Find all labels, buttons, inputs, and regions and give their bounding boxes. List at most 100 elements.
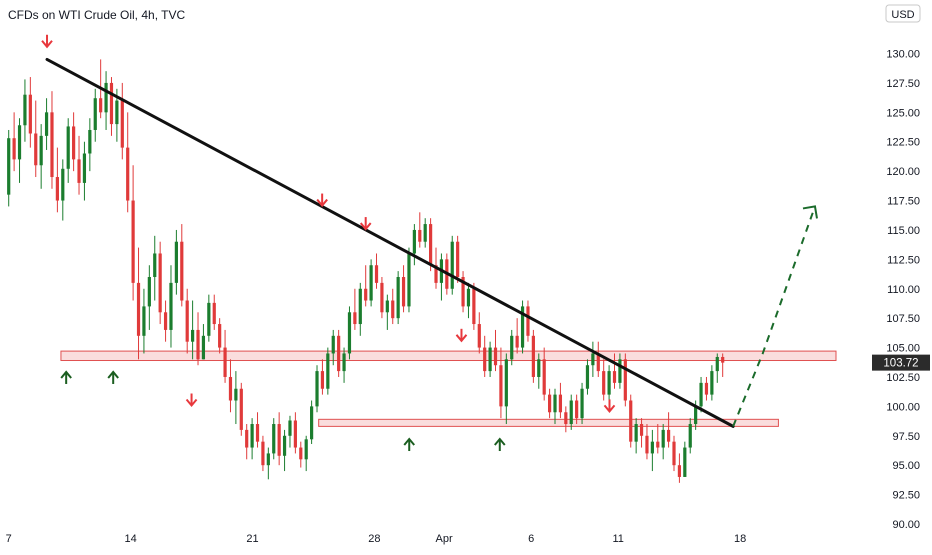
- candle-body: [320, 371, 325, 389]
- arrow-head: [494, 437, 506, 446]
- candle-body: [34, 133, 38, 166]
- projection-path: [732, 206, 816, 427]
- candle-body: [185, 300, 189, 342]
- candle-body: [661, 429, 665, 448]
- candle-body: [396, 277, 400, 319]
- candle-body: [666, 429, 671, 442]
- x-tick-label: 11: [612, 533, 623, 545]
- candle-body: [677, 465, 682, 477]
- projection-arrowhead: [802, 205, 818, 219]
- y-tick-label: 120.00: [886, 166, 920, 178]
- x-tick-label: 14: [124, 533, 136, 545]
- candle-body: [39, 135, 43, 166]
- arrow-head: [455, 334, 468, 343]
- candle-body: [23, 94, 27, 126]
- candle-body: [429, 224, 433, 266]
- swing-high-marker: [359, 217, 372, 231]
- candle-body: [466, 288, 471, 307]
- candle-body: [223, 347, 227, 377]
- arrow-head: [185, 398, 198, 408]
- candle-body: [607, 371, 611, 395]
- candle-body: [239, 388, 243, 430]
- y-tick-label: 90.00: [892, 519, 920, 531]
- swing-low-marker: [403, 437, 416, 452]
- candle-body: [196, 329, 200, 360]
- currency-badge-bg: [885, 4, 921, 23]
- candle-body: [650, 441, 654, 454]
- candle-body: [699, 382, 703, 407]
- resistance-zone: [60, 350, 837, 362]
- swing-high-marker: [455, 328, 468, 343]
- y-tick-label: 112.50: [887, 254, 920, 266]
- candle-body: [142, 306, 146, 336]
- candle-body: [153, 253, 157, 277]
- candle-body: [488, 347, 492, 372]
- candle-body: [77, 159, 81, 183]
- candle-body: [477, 324, 481, 348]
- chart-title: CFDs on WTI Crude Oil, 4h, TVC: [8, 8, 185, 22]
- y-tick-label: 107.50: [886, 313, 920, 325]
- axes: 90.00 92.50 95.00 97.50 100.00 102.50 105.00 10…: [6, 49, 930, 545]
- candle-body: [147, 277, 151, 307]
- x-tick-label: 6: [528, 533, 534, 545]
- descending-trendline: [45, 57, 735, 428]
- arrow-head: [603, 404, 616, 413]
- candle-body: [337, 335, 341, 372]
- y-tick-label: 117.50: [887, 196, 920, 208]
- x-tick-label: Apr: [435, 533, 452, 545]
- y-tick-label: 97.50: [892, 431, 920, 443]
- candle-body: [277, 424, 281, 456]
- zones: [60, 350, 837, 427]
- candle-body: [629, 400, 633, 442]
- currency-label[interactable]: USD: [891, 9, 914, 21]
- y-tick-label: 127.50: [886, 78, 920, 90]
- candle-body: [304, 439, 308, 460]
- candle-body: [12, 138, 16, 160]
- candle-body: [245, 429, 249, 448]
- candle-body: [683, 447, 687, 477]
- candles: [7, 59, 725, 483]
- candle-body: [618, 359, 622, 383]
- candle-body: [55, 177, 59, 201]
- candle-body: [28, 94, 32, 134]
- candle-body: [694, 406, 698, 425]
- candle-body: [61, 168, 65, 201]
- arrow-head: [403, 437, 416, 446]
- swing-high-marker: [316, 193, 328, 208]
- candle-body: [342, 353, 346, 372]
- candle-body: [612, 371, 617, 383]
- last-price-label: 103.72: [883, 358, 918, 370]
- candle-body: [120, 100, 124, 148]
- arrow-head: [316, 198, 328, 208]
- candle-body: [7, 138, 11, 195]
- arrow-head: [107, 370, 119, 379]
- candle-body: [353, 312, 357, 325]
- candle-body: [66, 126, 70, 169]
- candle-body: [558, 394, 563, 413]
- arrow-head: [41, 40, 53, 49]
- candle-body: [99, 98, 103, 113]
- candle-body: [423, 224, 427, 242]
- swing-high-marker: [603, 399, 616, 413]
- candle-body: [207, 302, 211, 336]
- candle-body: [456, 241, 460, 277]
- candle-body: [510, 335, 514, 360]
- candle-body: [299, 447, 303, 460]
- x-tick-label: 7: [6, 533, 12, 545]
- candle-body: [585, 365, 590, 389]
- candle-body: [542, 359, 546, 395]
- swing-high-marker: [185, 393, 198, 408]
- candle-body: [461, 277, 465, 307]
- y-tick-label: 122.50: [886, 137, 920, 149]
- candle-body: [721, 356, 725, 363]
- candle-body: [504, 359, 508, 407]
- candle-body: [315, 371, 319, 407]
- candle-body: [407, 253, 411, 307]
- candle-body: [602, 371, 606, 395]
- candle-body: [704, 382, 709, 395]
- candle-body: [191, 329, 195, 342]
- candle-body: [282, 435, 287, 456]
- candle-body: [17, 125, 22, 160]
